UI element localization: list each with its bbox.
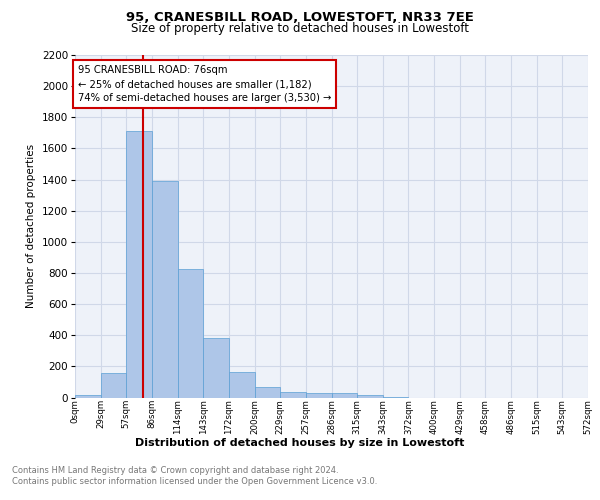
Text: 95, CRANESBILL ROAD, LOWESTOFT, NR33 7EE: 95, CRANESBILL ROAD, LOWESTOFT, NR33 7EE <box>126 11 474 24</box>
Bar <box>357 395 383 398</box>
Text: Distribution of detached houses by size in Lowestoft: Distribution of detached houses by size … <box>136 438 464 448</box>
Bar <box>75 395 101 398</box>
Bar <box>331 393 357 398</box>
Text: Contains public sector information licensed under the Open Government Licence v3: Contains public sector information licen… <box>12 478 377 486</box>
Bar <box>127 132 152 398</box>
Bar <box>280 392 306 398</box>
Bar <box>178 269 203 398</box>
Text: Size of property relative to detached houses in Lowestoft: Size of property relative to detached ho… <box>131 22 469 35</box>
Bar <box>306 393 331 398</box>
Text: Contains HM Land Registry data © Crown copyright and database right 2024.: Contains HM Land Registry data © Crown c… <box>12 466 338 475</box>
Bar <box>229 372 254 398</box>
Y-axis label: Number of detached properties: Number of detached properties <box>26 144 36 308</box>
Bar <box>254 388 280 398</box>
Text: 95 CRANESBILL ROAD: 76sqm
← 25% of detached houses are smaller (1,182)
74% of se: 95 CRANESBILL ROAD: 76sqm ← 25% of detac… <box>77 66 331 104</box>
Bar <box>203 338 229 398</box>
Bar <box>101 372 127 398</box>
Bar <box>152 181 178 398</box>
Bar <box>383 396 409 398</box>
